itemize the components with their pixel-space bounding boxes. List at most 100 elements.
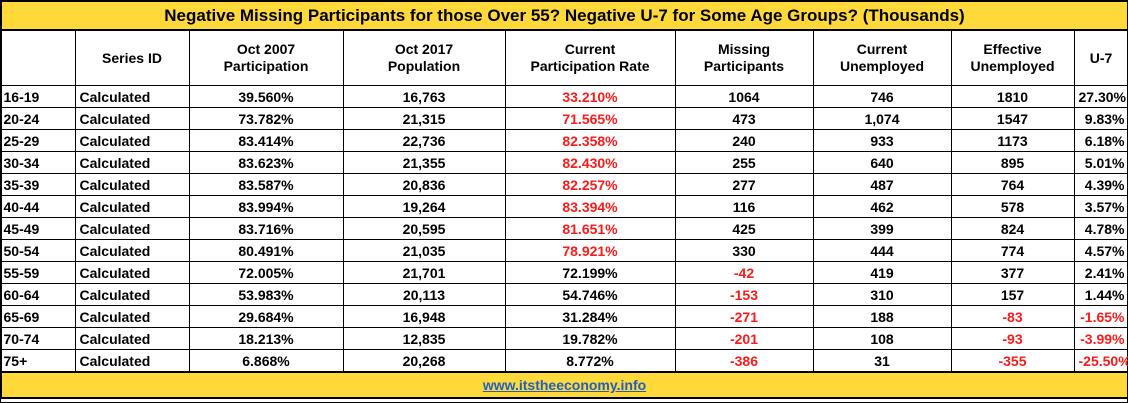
table-row: 60-64 Calculated 53.983% 20,113 54.746% -153 3… [0, 283, 1128, 306]
population-2017-cell: 22,736 [342, 129, 506, 152]
age-group-cell: 60-64 [0, 283, 76, 306]
missing-participants-cell: 330 [674, 239, 814, 262]
age-group-cell: 65-69 [0, 305, 76, 328]
table-row: 55-59 Calculated 72.005% 21,701 72.199% -42 41… [0, 261, 1128, 284]
header-line-1: U-7 [1089, 49, 1113, 66]
age-group-cell: 55-59 [0, 261, 76, 284]
series-id-cell: Calculated [74, 239, 190, 262]
age-group-cell: 35-39 [0, 173, 76, 196]
age-group-cell: 30-34 [0, 151, 76, 174]
participation-rate-cell: 78.921% [504, 239, 676, 262]
effective-unemployed-cell: -83 [950, 305, 1075, 328]
age-group-cell: 75+ [0, 349, 76, 373]
effective-unemployed-cell: 1810 [950, 85, 1075, 108]
table-row: 25-29 Calculated 83.414% 22,736 82.358% 240 93… [0, 129, 1128, 152]
oct-2017-population-header: Oct 2017 Population [342, 29, 506, 86]
participation-rate-cell: 81.651% [504, 217, 676, 240]
header-line-2: Participants [703, 58, 785, 74]
current-unemployed-cell: 462 [812, 195, 952, 218]
header-line-1: Missing [717, 41, 771, 57]
u7-cell: 2.41% [1073, 261, 1128, 284]
u7-cell: 27.30% [1073, 85, 1128, 108]
series-id-cell: Calculated [74, 151, 190, 174]
series-id-cell: Calculated [74, 217, 190, 240]
footer: www.itstheeconomy.info [0, 371, 1128, 399]
missing-participants-cell: -386 [674, 349, 814, 373]
current-unemployed-cell: 399 [812, 217, 952, 240]
participation-rate-cell: 82.257% [504, 173, 676, 196]
u7-cell: 4.57% [1073, 239, 1128, 262]
column-header-row: Series ID Oct 2007 Participation Oct 2017 Po… [0, 29, 1128, 86]
missing-participants-cell: 1064 [674, 85, 814, 108]
participation-2007-cell: 83.587% [188, 173, 344, 196]
header-line-1: Series ID [102, 49, 162, 66]
population-2017-cell: 21,035 [342, 239, 506, 262]
current-unemployed-cell: 31 [812, 349, 952, 373]
effective-unemployed-header: Effective Unemployed [950, 29, 1075, 86]
current-unemployed-cell: 108 [812, 327, 952, 350]
current-unemployed-cell: 640 [812, 151, 952, 174]
participation-2007-cell: 18.213% [188, 327, 344, 350]
current-unemployed-cell: 933 [812, 129, 952, 152]
population-2017-cell: 21,701 [342, 261, 506, 284]
population-2017-cell: 20,113 [342, 283, 506, 306]
participation-rate-cell: 82.358% [504, 129, 676, 152]
effective-unemployed-cell: -93 [950, 327, 1075, 350]
u7-cell: -1.65% [1073, 305, 1128, 328]
participation-2007-cell: 83.623% [188, 151, 344, 174]
effective-unemployed-cell: 157 [950, 283, 1075, 306]
header-line-2: Unemployed [839, 58, 924, 74]
series-id-cell: Calculated [74, 261, 190, 284]
age-group-cell: 16-19 [0, 85, 76, 108]
current-unemployed-header: Current Unemployed [812, 29, 952, 86]
series-id-cell: Calculated [74, 129, 190, 152]
population-2017-cell: 21,315 [342, 107, 506, 130]
header-line-1: Oct 2017 [394, 41, 454, 57]
participation-rate-cell: 19.782% [504, 327, 676, 350]
table-row: 30-34 Calculated 83.623% 21,355 82.430% 255 64… [0, 151, 1128, 174]
table-row: 40-44 Calculated 83.994% 19,264 83.394% 116 46… [0, 195, 1128, 218]
header-line-1: Effective [983, 41, 1042, 57]
population-2017-cell: 20,268 [342, 349, 506, 373]
current-unemployed-cell: 310 [812, 283, 952, 306]
missing-participants-cell: 116 [674, 195, 814, 218]
current-unemployed-cell: 419 [812, 261, 952, 284]
participation-2007-cell: 39.560% [188, 85, 344, 108]
effective-unemployed-cell: 1547 [950, 107, 1075, 130]
series-id-cell: Calculated [74, 349, 190, 373]
header-line-2: Participation [223, 58, 309, 74]
missing-participants-cell: -153 [674, 283, 814, 306]
header-line-1: Oct 2007 [236, 41, 296, 57]
population-2017-cell: 20,836 [342, 173, 506, 196]
participation-rate-cell: 72.199% [504, 261, 676, 284]
current-unemployed-cell: 1,074 [812, 107, 952, 130]
table-body: 16-19 Calculated 39.560% 16,763 33.210% 1064 7… [0, 85, 1128, 373]
participation-rate-cell: 71.565% [504, 107, 676, 130]
table-row: 16-19 Calculated 39.560% 16,763 33.210% 1064 7… [0, 85, 1128, 108]
participation-rate-cell: 31.284% [504, 305, 676, 328]
table-row: 50-54 Calculated 80.491% 21,035 78.921% 330 44… [0, 239, 1128, 262]
table-row: 65-69 Calculated 29.684% 16,948 31.284% -271 1… [0, 305, 1128, 328]
table-row: 45-49 Calculated 83.716% 20,595 81.651% 425 39… [0, 217, 1128, 240]
age-group-cell: 20-24 [0, 107, 76, 130]
website-link[interactable]: www.itstheeconomy.info [482, 377, 647, 393]
u7-cell: 6.18% [1073, 129, 1128, 152]
missing-participants-cell: 473 [674, 107, 814, 130]
participation-2007-cell: 83.716% [188, 217, 344, 240]
effective-unemployed-cell: 1173 [950, 129, 1075, 152]
participation-2007-cell: 6.868% [188, 349, 344, 373]
population-2017-cell: 21,355 [342, 151, 506, 174]
participation-2007-cell: 29.684% [188, 305, 344, 328]
u7-cell: -25.50% [1073, 349, 1128, 373]
participation-2007-cell: 53.983% [188, 283, 344, 306]
effective-unemployed-cell: 764 [950, 173, 1075, 196]
series-id-cell: Calculated [74, 85, 190, 108]
oct-2007-participation-header: Oct 2007 Participation [188, 29, 344, 86]
missing-participants-cell: -201 [674, 327, 814, 350]
participation-rate-cell: 8.772% [504, 349, 676, 373]
current-unemployed-cell: 188 [812, 305, 952, 328]
effective-unemployed-cell: 895 [950, 151, 1075, 174]
u7-cell: -3.99% [1073, 327, 1128, 350]
participation-2007-cell: 83.414% [188, 129, 344, 152]
